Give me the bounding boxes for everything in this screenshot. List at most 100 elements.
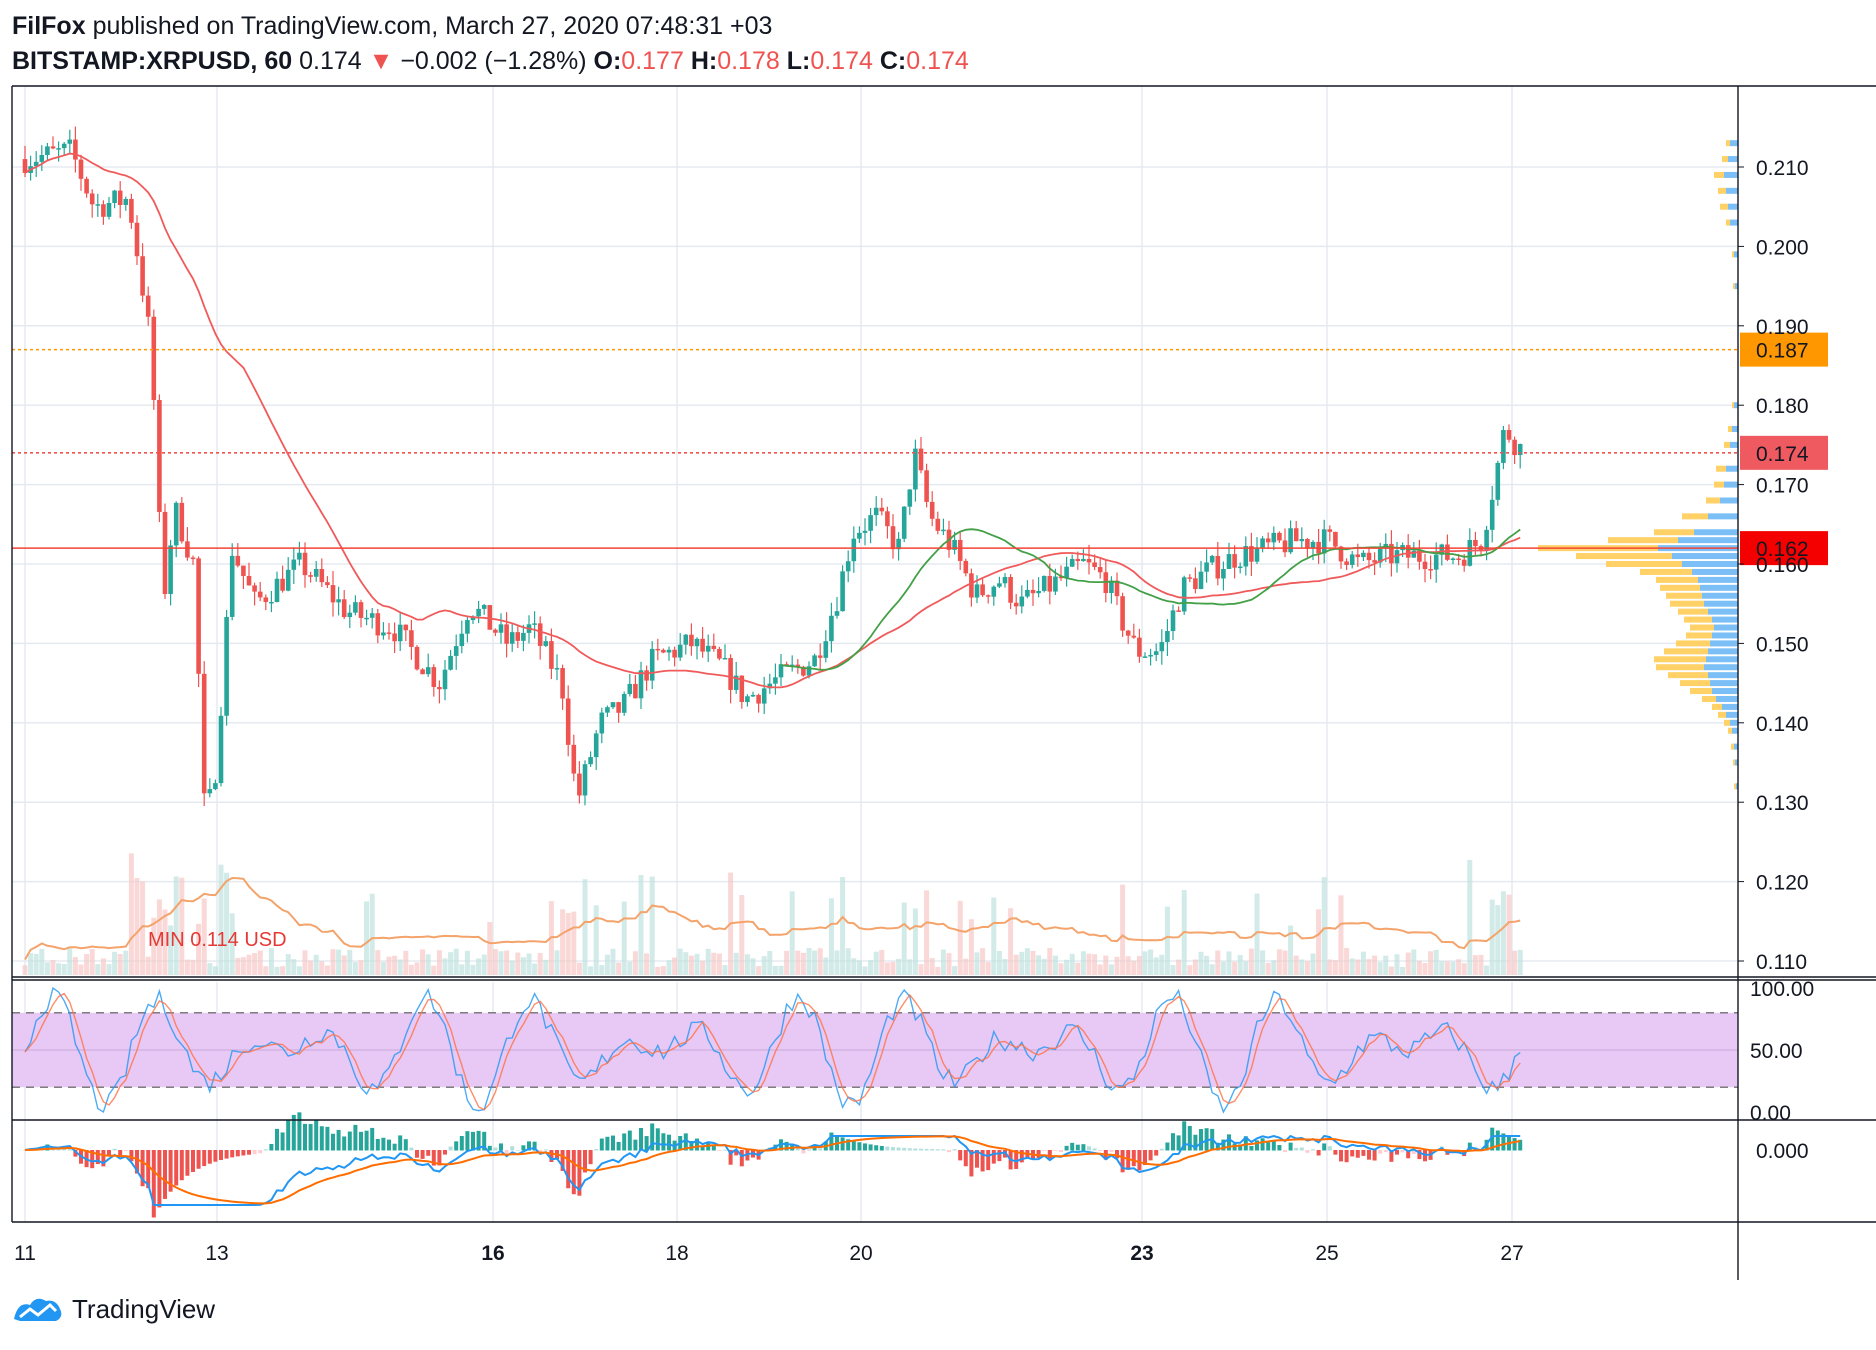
volume-bar xyxy=(1265,962,1271,975)
volume-bar xyxy=(1024,948,1030,975)
macd-hist-bar xyxy=(1193,1134,1198,1151)
price-chart[interactable]: 0.187 0.174 0.162 MIN 0.114 USD 0.210 0.200… xyxy=(0,0,1876,1280)
candle-body xyxy=(33,161,39,167)
profile-bar-yellow xyxy=(1670,600,1704,607)
y-tick-label: 0.180 xyxy=(1756,395,1809,418)
candle-body xyxy=(1338,546,1344,562)
profile-bar-blue xyxy=(1704,600,1738,607)
candle-body xyxy=(1221,568,1226,579)
volume-bar xyxy=(140,881,146,975)
y-tick-label: 0.160 xyxy=(1756,554,1809,577)
volume-bar xyxy=(1484,965,1490,975)
candle-body xyxy=(1321,529,1327,554)
macd-hist-bar xyxy=(913,1148,918,1151)
volume-bar xyxy=(1332,960,1338,975)
candle-body xyxy=(201,673,207,794)
candle-body xyxy=(498,624,504,633)
candle-body xyxy=(1008,576,1013,603)
y-tick-label: 0.110 xyxy=(1756,951,1807,974)
macd-hist-bar xyxy=(1053,1150,1058,1151)
volume-bar xyxy=(705,948,711,975)
candle-body xyxy=(487,605,493,630)
volume-bar xyxy=(901,902,907,975)
volume-ma-layer xyxy=(24,876,1521,960)
macd-hist-bar xyxy=(347,1131,352,1151)
volume-bar xyxy=(1316,909,1322,975)
macd-hist-bar xyxy=(1339,1150,1343,1162)
candle-body xyxy=(140,256,145,296)
y-tick-label: 0.120 xyxy=(1756,872,1809,895)
profile-bar-blue xyxy=(1708,608,1738,615)
candle-body xyxy=(308,575,313,577)
macd-hist-bar xyxy=(235,1150,240,1157)
macd-hist-bar xyxy=(1143,1150,1147,1166)
volume-bar xyxy=(940,949,946,975)
macd-hist-bar xyxy=(90,1150,95,1169)
candle-body xyxy=(1165,631,1170,643)
profile-bar-yellow xyxy=(1714,481,1724,488)
macd-hist-bar xyxy=(728,1150,733,1165)
candle-body xyxy=(319,568,325,583)
min-annotation: MIN 0.114 USD xyxy=(148,929,287,951)
volume-bar xyxy=(112,951,118,975)
volume-bar xyxy=(666,960,672,975)
volume-bar xyxy=(1506,894,1512,975)
candle-body xyxy=(1053,576,1058,592)
candle-body xyxy=(1439,544,1445,555)
candle-body xyxy=(1260,538,1265,548)
volume-bar xyxy=(380,961,386,975)
candle-body xyxy=(1254,547,1260,562)
macd-hist-bar xyxy=(924,1148,929,1151)
macd-hist-bar xyxy=(409,1147,414,1151)
macd-hist-bar xyxy=(1249,1145,1254,1151)
macd-hist-bar xyxy=(465,1131,470,1151)
volume-bar xyxy=(828,898,834,975)
candle-body xyxy=(1327,529,1333,532)
macd-hist-bar xyxy=(1411,1150,1416,1155)
tradingview-brand[interactable]: TradingView xyxy=(72,1294,216,1324)
volume-bar xyxy=(1360,951,1366,975)
profile-bar-yellow xyxy=(1733,759,1735,766)
macd-hist-bar xyxy=(1014,1150,1019,1169)
profile-bar-yellow xyxy=(1732,402,1734,409)
candle-body xyxy=(213,783,218,790)
candle-body xyxy=(1299,539,1305,542)
volume-bar xyxy=(515,952,521,975)
volume-bar xyxy=(1058,963,1064,975)
macd-hist-bar xyxy=(543,1149,548,1151)
macd-hist-bar xyxy=(459,1136,464,1151)
profile-bar-blue xyxy=(1672,553,1738,560)
volume-bar xyxy=(1388,966,1394,975)
tradingview-logo-icon[interactable] xyxy=(12,1295,64,1325)
volume-bar xyxy=(134,878,140,975)
y-axis[interactable]: 0.210 0.200 0.190 0.180 0.170 0.160 0.150 0.140… xyxy=(1738,157,1814,1163)
volume-bar xyxy=(1080,951,1086,975)
volume-bar xyxy=(1131,960,1137,975)
macd-hist-bar xyxy=(616,1141,621,1151)
macd-hist-bar xyxy=(868,1144,873,1151)
volume-bar xyxy=(1450,961,1456,975)
candle-body xyxy=(868,515,873,531)
x-axis[interactable]: 11 13 16 18 20 23 25 27 xyxy=(14,1242,1524,1265)
volume-bar xyxy=(212,966,218,975)
profile-bar-blue xyxy=(1730,441,1738,448)
macd-hist-bar xyxy=(297,1112,302,1151)
volume-bar xyxy=(1411,949,1417,975)
volume-bar xyxy=(744,954,750,975)
profile-bar-blue xyxy=(1724,171,1738,178)
macd-hist-bar xyxy=(627,1130,632,1151)
macd-hist-bar xyxy=(420,1150,425,1159)
volume-bar xyxy=(403,950,409,975)
volume-bar xyxy=(263,966,269,975)
macd-hist-bar xyxy=(1277,1145,1282,1151)
macd-hist-bar xyxy=(1036,1150,1041,1159)
volume-bar xyxy=(616,962,622,975)
author-name[interactable]: FilFox xyxy=(12,12,86,40)
candle-body xyxy=(677,644,683,658)
candle-body xyxy=(162,511,168,595)
candle-body xyxy=(235,555,241,566)
profile-bar-yellow xyxy=(1666,592,1702,599)
macd-hist-bar xyxy=(325,1126,330,1151)
candle-body xyxy=(1512,439,1517,456)
volume-bar xyxy=(532,963,538,975)
